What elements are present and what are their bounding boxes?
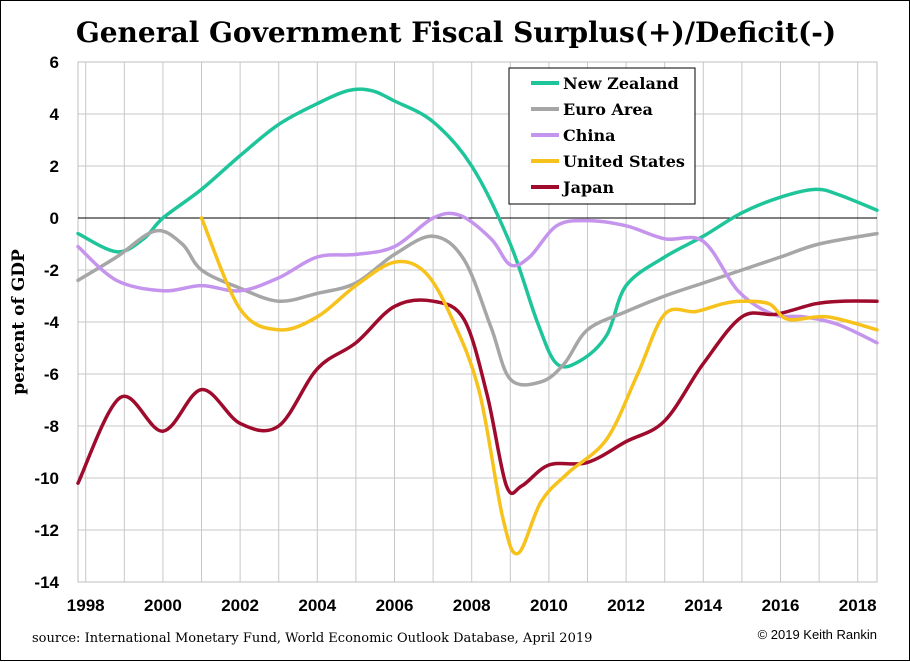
y-tick-label: 0 (50, 209, 59, 228)
x-tick-label: 2006 (376, 596, 414, 615)
x-axis-ticks: 1998 2000 2002 2004 2006 2008 2010 2012 2014 2016… (67, 596, 877, 615)
x-tick-label: 2018 (839, 596, 877, 615)
y-tick-label: -12 (34, 521, 59, 540)
y-tick-label: -14 (34, 573, 59, 592)
y-tick-label: 4 (50, 105, 60, 124)
copyright-note: © 2019 Keith Rankin (758, 627, 877, 642)
y-tick-label: 6 (50, 53, 59, 72)
legend-label: Euro Area (563, 100, 653, 119)
series-line-united-states (199, 216, 879, 556)
x-tick-label: 1998 (67, 596, 105, 615)
y-tick-label: -6 (44, 365, 59, 384)
y-axis-label: percent of GDP (9, 249, 29, 395)
x-tick-label: 2014 (684, 596, 722, 615)
x-tick-label: 2004 (298, 596, 336, 615)
y-tick-label: -2 (44, 261, 59, 280)
x-tick-label: 2002 (221, 596, 259, 615)
series-line-china (76, 211, 879, 345)
gridlines (78, 61, 877, 583)
legend-label: New Zealand (563, 74, 679, 93)
series-line-japan (76, 298, 879, 496)
legend-label: United States (563, 152, 685, 171)
series-line-new-zealand (76, 87, 879, 369)
x-tick-label: 2010 (530, 596, 568, 615)
x-tick-label: 2012 (607, 596, 645, 615)
legend: New Zealand Euro Area China United States Ja… (508, 67, 696, 205)
x-tick-label: 2016 (762, 596, 800, 615)
y-tick-label: 2 (50, 157, 59, 176)
chart-title: General Government Fiscal Surplus(+)/Def… (76, 16, 836, 49)
x-tick-label: 2008 (453, 596, 491, 615)
y-axis-ticks: 6 4 2 0 -2 -4 -6 -8 -10 -12 -14 (34, 53, 59, 592)
source-note: source: International Monetary Fund, Wor… (32, 631, 592, 646)
legend-label: Japan (561, 178, 614, 197)
series-line-euro-area (76, 228, 879, 387)
y-tick-label: -10 (34, 469, 59, 488)
y-tick-label: -8 (44, 417, 59, 436)
x-tick-label: 2000 (144, 596, 182, 615)
series-lines (76, 87, 879, 556)
y-tick-label: -4 (44, 313, 60, 332)
plot-area (77, 61, 878, 583)
legend-label: China (563, 126, 615, 145)
